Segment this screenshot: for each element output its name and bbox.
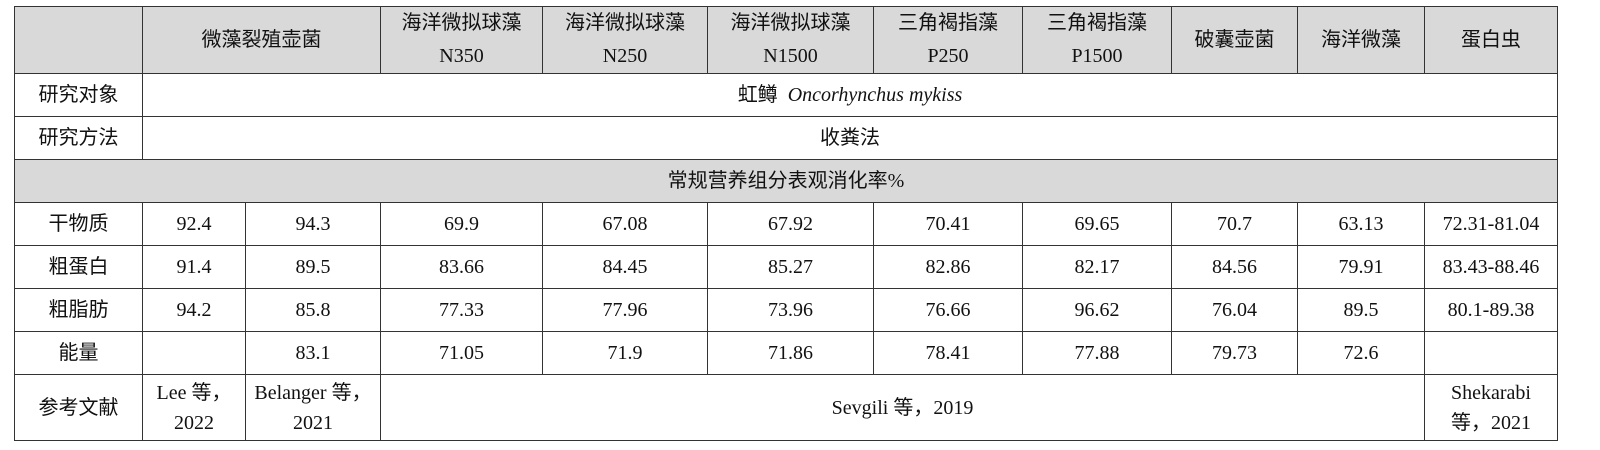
empty-cell (1424, 331, 1558, 375)
value-cell: 67.92 (707, 202, 874, 246)
data-row: 能量 83.1 71.05 71.9 71.86 78.41 77.88 79.73 72.6 (14, 331, 1558, 375)
value-cell: 69.65 (1022, 202, 1172, 246)
reference-cell: Belanger 等，2021 (245, 374, 381, 441)
value-cell: 69.9 (380, 202, 543, 246)
value-cell: 85.27 (707, 245, 874, 289)
method-cell: 收粪法 (142, 116, 1558, 160)
row-label: 研究对象 (14, 73, 143, 117)
column-header: 海洋微拟球藻 N250 (542, 6, 708, 74)
digestibility-table: 微藻裂殖壶菌 海洋微拟球藻 N350 海洋微拟球藻 N250 海洋微拟球藻 N1500… (14, 6, 1558, 441)
column-header: 破囊壶菌 (1171, 6, 1298, 74)
column-header: 海洋微拟球藻 N350 (380, 6, 543, 74)
empty-cell (142, 331, 246, 375)
value-cell: 67.08 (542, 202, 708, 246)
value-cell: 79.73 (1171, 331, 1298, 375)
value-cell: 70.41 (873, 202, 1023, 246)
value-cell: 82.86 (873, 245, 1023, 289)
subject-cell: 虹鳟 Oncorhynchus mykiss (142, 73, 1558, 117)
value-cell: 79.91 (1297, 245, 1425, 289)
value-cell: 92.4 (142, 202, 246, 246)
section-title: 常规营养组分表观消化率% (14, 159, 1558, 203)
value-cell: 84.45 (542, 245, 708, 289)
column-header: 海洋微藻 (1297, 6, 1425, 74)
empty-cell (14, 6, 143, 74)
reference-cell: Sevgili 等，2019 (380, 374, 1425, 441)
value-cell: 77.33 (380, 288, 543, 332)
value-cell: 96.62 (1022, 288, 1172, 332)
value-cell: 78.41 (873, 331, 1023, 375)
value-cell: 71.86 (707, 331, 874, 375)
section-row: 常规营养组分表观消化率% (14, 159, 1558, 203)
value-cell: 72.6 (1297, 331, 1425, 375)
value-cell: 83.66 (380, 245, 543, 289)
value-cell: 72.31-81.04 (1424, 202, 1558, 246)
data-row: 粗蛋白 91.4 89.5 83.66 84.45 85.27 82.86 82.17 84.5… (14, 245, 1558, 289)
row-label: 粗脂肪 (14, 288, 143, 332)
value-cell: 63.13 (1297, 202, 1425, 246)
value-cell: 83.1 (245, 331, 381, 375)
value-cell: 91.4 (142, 245, 246, 289)
reference-row: 参考文献 Lee 等，2022 Belanger 等，2021 Sevgili 等，2… (14, 374, 1558, 441)
data-row: 干物质 92.4 94.3 69.9 67.08 67.92 70.41 69.65 70.7 6… (14, 202, 1558, 246)
subject-row: 研究对象 虹鳟 Oncorhynchus mykiss (14, 73, 1558, 117)
reference-cell: Lee 等，2022 (142, 374, 246, 441)
row-label: 研究方法 (14, 116, 143, 160)
value-cell: 71.05 (380, 331, 543, 375)
data-row: 粗脂肪 94.2 85.8 77.33 77.96 73.96 76.66 96.62 76.0… (14, 288, 1558, 332)
column-header: 海洋微拟球藻 N1500 (707, 6, 874, 74)
value-cell: 89.5 (1297, 288, 1425, 332)
value-cell: 71.9 (542, 331, 708, 375)
column-header: 蛋白虫 (1424, 6, 1558, 74)
row-label: 粗蛋白 (14, 245, 143, 289)
value-cell: 89.5 (245, 245, 381, 289)
value-cell: 76.66 (873, 288, 1023, 332)
column-header: 三角褐指藻 P1500 (1022, 6, 1172, 74)
header-row: 微藻裂殖壶菌 海洋微拟球藻 N350 海洋微拟球藻 N250 海洋微拟球藻 N1500… (14, 6, 1558, 74)
column-header: 三角褐指藻 P250 (873, 6, 1023, 74)
value-cell: 77.96 (542, 288, 708, 332)
value-cell: 84.56 (1171, 245, 1298, 289)
value-cell: 73.96 (707, 288, 874, 332)
value-cell: 77.88 (1022, 331, 1172, 375)
row-label: 参考文献 (14, 374, 143, 441)
value-cell: 82.17 (1022, 245, 1172, 289)
reference-cell: Shekarabi 等，2021 (1424, 374, 1558, 441)
column-header: 微藻裂殖壶菌 (142, 6, 381, 74)
row-label: 能量 (14, 331, 143, 375)
value-cell: 85.8 (245, 288, 381, 332)
row-label: 干物质 (14, 202, 143, 246)
value-cell: 76.04 (1171, 288, 1298, 332)
value-cell: 94.3 (245, 202, 381, 246)
value-cell: 83.43-88.46 (1424, 245, 1558, 289)
value-cell: 80.1-89.38 (1424, 288, 1558, 332)
latin-name: Oncorhynchus mykiss (787, 83, 963, 106)
common-name: 虹鳟 (737, 83, 778, 106)
table-body: 微藻裂殖壶菌 海洋微拟球藻 N350 海洋微拟球藻 N250 海洋微拟球藻 N1500… (14, 6, 1558, 441)
value-cell: 94.2 (142, 288, 246, 332)
value-cell: 70.7 (1171, 202, 1298, 246)
method-row: 研究方法 收粪法 (14, 116, 1558, 160)
